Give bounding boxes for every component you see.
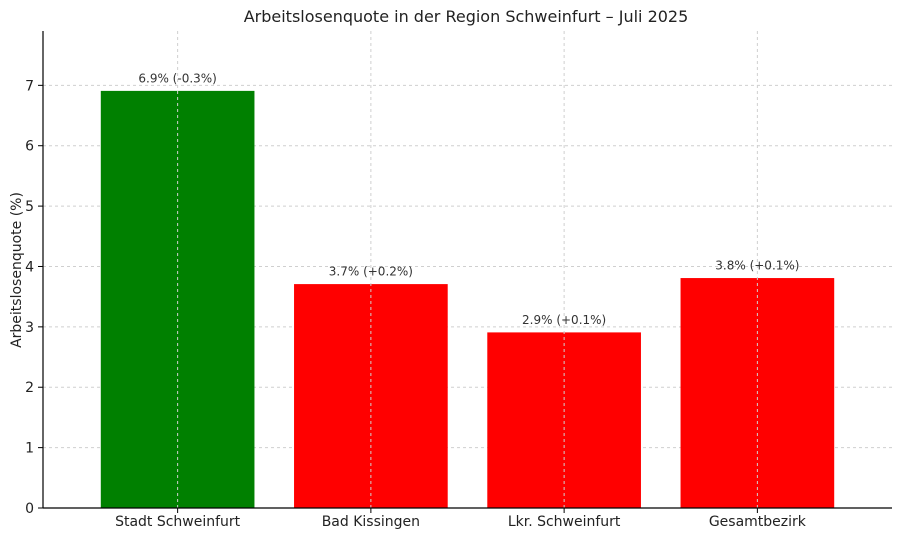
y-tick-label: 2: [25, 380, 34, 396]
x-tick-label: Bad Kissingen: [322, 514, 420, 530]
y-tick-label: 4: [25, 259, 34, 275]
y-tick-label: 6: [25, 139, 34, 155]
y-tick-label: 3: [25, 320, 34, 336]
vertical-grid: [177, 31, 758, 508]
bar: [100, 90, 255, 509]
bars: [100, 90, 835, 509]
bar-data-label: 3.7% (+0.2%): [329, 265, 413, 279]
chart-title: Arbeitslosenquote in der Region Schweinf…: [244, 7, 689, 26]
y-tick-label: 1: [25, 441, 34, 457]
labels: 0 1 2 3 4 5 6 7 Stadt Schweinfurt 6.9% (-0.3%) Bad…: [25, 71, 807, 530]
bar: [294, 284, 448, 509]
y-axis-label: Arbeitslosenquote (%): [9, 192, 25, 348]
bar-data-label: 3.8% (+0.1%): [715, 259, 799, 273]
bar-data-label: 2.9% (+0.1%): [522, 313, 606, 327]
x-tick-label: Gesamtbezirk: [709, 514, 807, 530]
y-tick-label: 5: [25, 199, 34, 215]
x-tick-label: Stadt Schweinfurt: [115, 514, 241, 530]
y-tick-label: 7: [25, 78, 34, 94]
axes: [38, 31, 892, 513]
bar-data-label: 6.9% (-0.3%): [138, 71, 216, 85]
x-tick-label: Lkr. Schweinfurt: [508, 514, 621, 530]
y-tick-label: 0: [25, 501, 34, 517]
